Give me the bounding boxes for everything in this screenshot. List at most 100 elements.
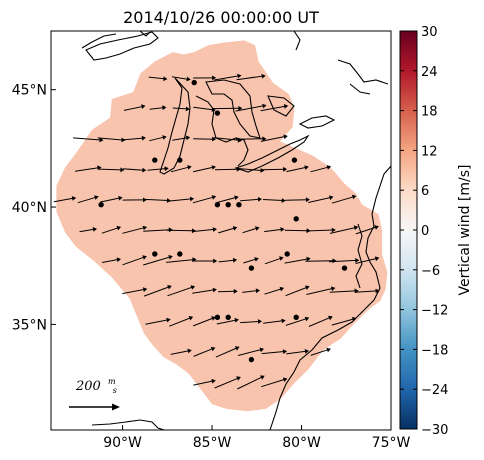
wind-vector-head — [163, 76, 168, 82]
wind-vector-shaft — [310, 349, 329, 356]
wind-vector-head — [306, 256, 311, 262]
wind-vector-head — [374, 225, 379, 230]
wind-vector-shaft — [328, 259, 357, 263]
wind-vector-head — [142, 255, 147, 260]
colorbar-tick-label: −6 — [421, 264, 440, 279]
wind-vector-shaft — [263, 320, 283, 324]
station-dot — [341, 265, 348, 271]
wind-vector-shaft — [242, 290, 258, 293]
wind-vector-head — [211, 378, 216, 384]
wind-vector-head — [212, 75, 217, 81]
wind-vector-shaft — [264, 288, 282, 295]
northern-coastline — [81, 31, 389, 95]
wind-vector-head — [162, 105, 167, 111]
scale-label: 200 m s — [75, 373, 120, 395]
wind-vector-head — [326, 347, 331, 353]
wind-vector-head — [188, 316, 194, 321]
wind-vector-head — [233, 288, 238, 294]
wind-vector-head — [212, 136, 216, 142]
wind-vector-head — [189, 196, 195, 202]
wind-vector-shaft — [284, 258, 308, 264]
scale-arrow-head — [112, 403, 120, 411]
wind-vector-head — [260, 375, 265, 380]
wind-field-region — [56, 40, 388, 412]
wind-vector-head — [234, 317, 239, 323]
wind-vector-head — [142, 167, 147, 173]
wind-vector-shaft — [101, 227, 119, 234]
x-tick-label: 85°W — [193, 435, 232, 451]
wind-vector-head — [353, 225, 359, 231]
wind-vector-shaft — [123, 106, 143, 111]
map-area — [53, 31, 391, 430]
wind-vector-shaft — [167, 286, 193, 297]
wind-vector-head — [185, 106, 190, 112]
colorbar-tick-label: 30 — [421, 25, 438, 40]
wind-vector-shaft — [264, 228, 282, 233]
wind-vector-shaft — [306, 229, 333, 232]
wind-vector-shaft — [286, 350, 307, 355]
wind-vector-head — [326, 165, 332, 170]
wind-vector-shaft — [192, 196, 214, 204]
colorbar-tick-label: −12 — [421, 304, 448, 319]
scale-arrow-key: 200 m s — [69, 373, 120, 411]
wind-vector-head — [328, 315, 333, 321]
wind-vector-shaft — [193, 348, 213, 357]
colorbar-tick-label: −30 — [421, 423, 448, 438]
wind-vector-head — [255, 288, 260, 294]
wind-vector-head — [210, 346, 216, 352]
wind-vector-head — [282, 349, 288, 354]
wind-vector-shaft — [261, 378, 285, 388]
station-dot — [291, 157, 298, 163]
wind-vector-head — [261, 73, 266, 79]
wind-vector-shaft — [73, 137, 101, 141]
wind-vector-shaft — [214, 377, 239, 389]
wind-vector-shaft — [306, 288, 333, 295]
wind-vector-shaft — [329, 227, 356, 234]
wind-vector-shaft — [308, 317, 331, 327]
wind-vector-head — [332, 258, 337, 264]
wind-vector-head — [187, 165, 192, 170]
wind-vector-head — [97, 165, 102, 171]
wind-vector-head — [118, 195, 123, 201]
wind-vector-shaft — [261, 351, 285, 355]
wind-vector-shaft — [235, 105, 264, 112]
wind-vector-shaft — [355, 258, 377, 264]
wind-vector-shaft — [171, 76, 188, 80]
wind-vector-shaft — [218, 227, 235, 234]
station-dot — [225, 202, 231, 208]
wind-vector-shaft — [192, 228, 215, 233]
wind-vector-head — [211, 195, 217, 200]
wind-vector-head — [94, 195, 99, 200]
wind-vector-shaft — [355, 226, 377, 235]
wind-vector-head — [283, 104, 289, 109]
wind-vector-head — [212, 227, 217, 232]
wind-vector-shaft — [143, 286, 170, 297]
station-dot — [214, 110, 221, 116]
wind-vector-shaft — [166, 229, 194, 232]
wind-vector-shaft — [193, 106, 213, 111]
wind-vector-shaft — [237, 168, 262, 171]
wind-vector-head — [304, 349, 309, 354]
wind-vector-head — [304, 316, 310, 322]
wind-vector-shaft — [192, 289, 214, 294]
station-markers — [98, 79, 348, 363]
wind-vector-shaft — [218, 259, 235, 263]
wind-vector-head — [141, 104, 146, 109]
wind-vector-shaft — [148, 76, 165, 80]
wind-vector-head — [166, 198, 171, 203]
station-dot — [225, 314, 231, 320]
coastlines-and-lakes — [81, 31, 391, 430]
wind-vector-shaft — [331, 196, 354, 204]
gulf-coastline — [91, 419, 165, 430]
colorbar-label: Vertical wind [m/s] — [457, 165, 473, 296]
station-dot — [177, 251, 183, 257]
wind-vector-shaft — [169, 317, 191, 327]
wind-vector-head — [141, 135, 146, 141]
wind-vector-head — [280, 227, 285, 232]
wind-vector-shaft — [310, 166, 329, 173]
wind-vector-shaft — [149, 136, 164, 142]
x-axis-ticks: 90°W 85°W 80°W 75°W — [103, 425, 410, 451]
wind-vector-shaft — [98, 168, 122, 171]
wind-vector-shaft — [170, 166, 189, 173]
map-frame — [50, 30, 392, 431]
